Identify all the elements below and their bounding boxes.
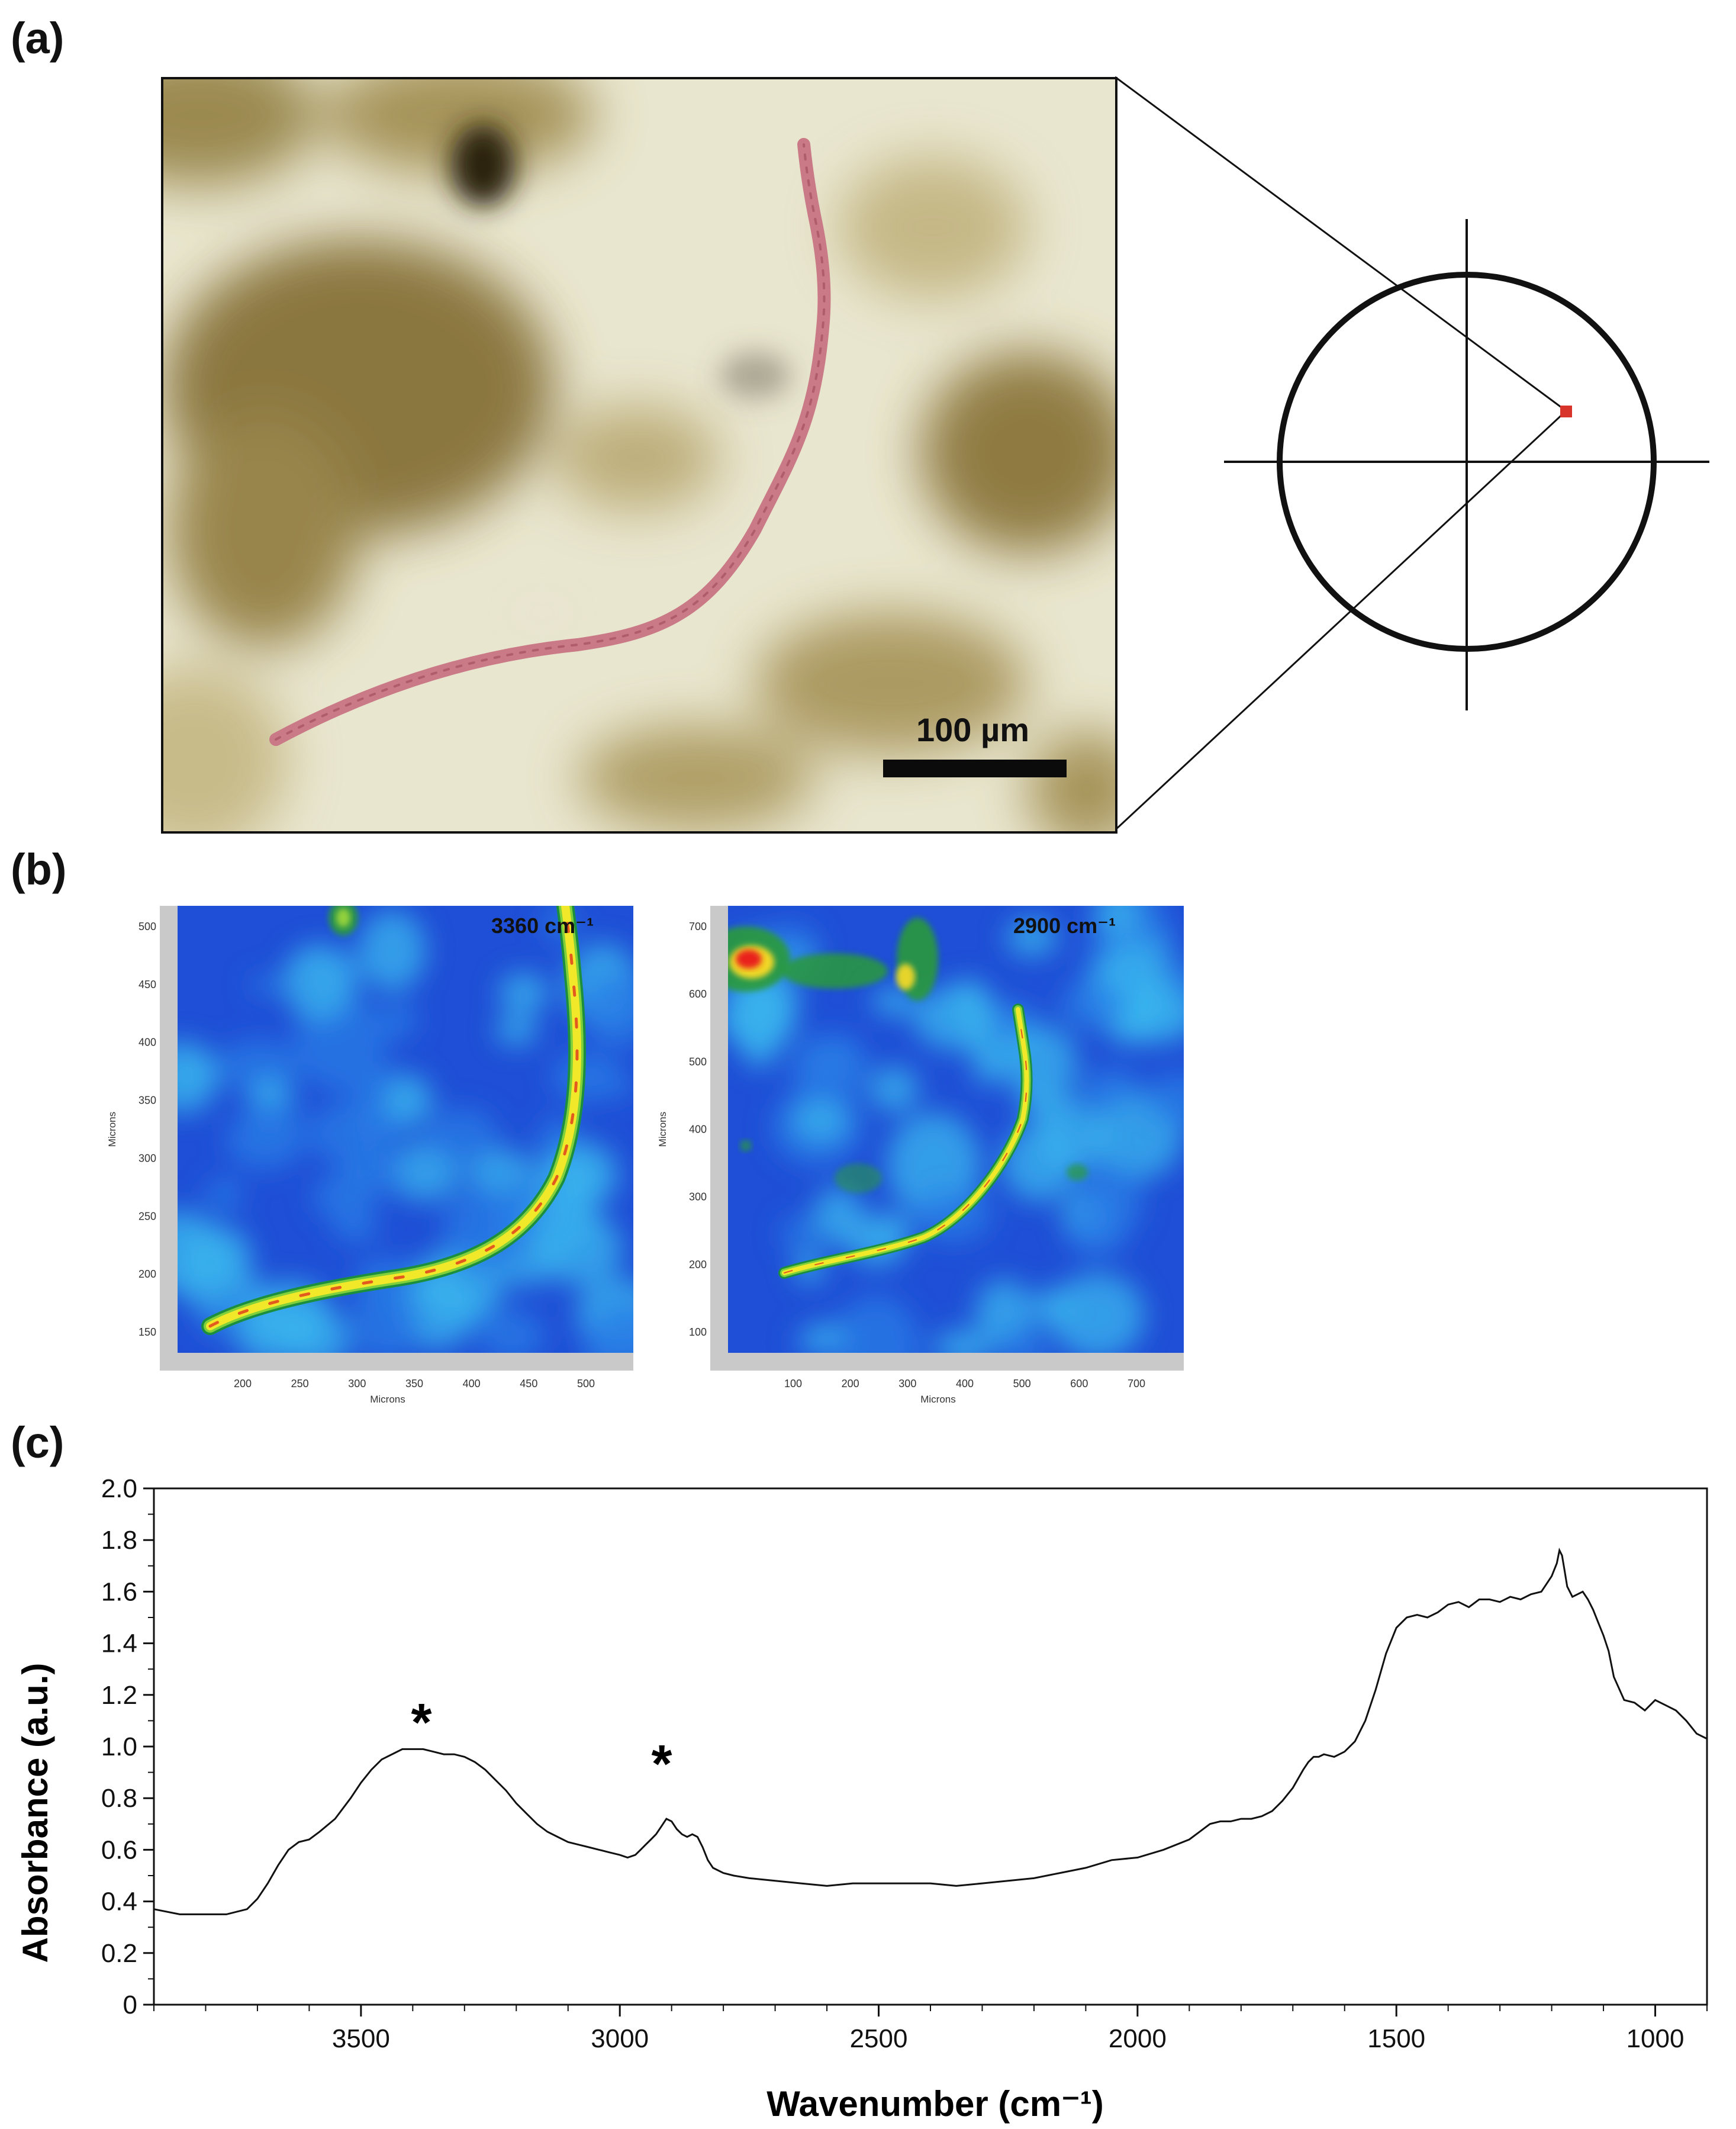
map-x-tick: 700 — [1128, 1378, 1145, 1390]
peak-marker: * — [411, 1693, 431, 1752]
zoom-line-bottom — [1115, 410, 1567, 829]
panel-label-c: (c) — [11, 1418, 65, 1467]
map-x-tick: 500 — [1013, 1378, 1031, 1390]
zoom-callout — [1115, 76, 1709, 829]
map-y-tick: 450 — [139, 979, 156, 990]
map-x-tick: 300 — [898, 1378, 916, 1390]
peak-marker: * — [651, 1735, 672, 1794]
chemical-map-3360: 200 250 300 350 400 450 500 500 450 400 350 300 250 2… — [107, 894, 639, 1427]
map-x-axis-label: Microns — [920, 1394, 956, 1405]
x-tick-label: 3500 — [332, 2024, 390, 2053]
map-x-tick: 200 — [234, 1378, 252, 1390]
map-y-tick: 500 — [139, 921, 156, 932]
map-wavenumber-label: 2900 cm⁻¹ — [1013, 914, 1116, 938]
map-y-tick: 100 — [689, 1326, 707, 1338]
y-tick-label: 1.4 — [101, 1629, 137, 1658]
fiber-micrograph — [161, 77, 1117, 834]
map-y-tick: 600 — [689, 988, 707, 1000]
target-marker — [1560, 406, 1572, 417]
y-tick-label: 1.0 — [101, 1732, 137, 1761]
map-y-tick: 250 — [139, 1210, 156, 1222]
map-y-tick: 200 — [139, 1268, 156, 1280]
y-tick-label: 0.4 — [101, 1887, 137, 1916]
scale-bar-label: 100 µm — [916, 711, 1030, 748]
y-tick-label: 0.6 — [101, 1835, 137, 1864]
chemical-map-2900: 100 200 300 400 500 600 700 700 600 500 400 300 200 1… — [657, 894, 1190, 1427]
map-y-tick: 300 — [139, 1152, 156, 1164]
micrograph-image — [163, 79, 1115, 831]
ftir-spectrum-chart: 0 0.2 0.4 0.6 0.8 1.0 1.2 1.4 1.6 1.8 2.0 3500 3000 2… — [15, 1474, 1708, 2124]
map-y-tick: 500 — [689, 1056, 707, 1067]
x-tick-label: 2500 — [850, 2024, 908, 2053]
x-axis-label: Wavenumber (cm⁻¹) — [766, 2084, 1104, 2124]
zoom-line-top — [1115, 76, 1567, 412]
map-x-tick: 500 — [577, 1378, 595, 1390]
y-tick-label: 1.2 — [101, 1681, 137, 1710]
map-x-tick: 450 — [520, 1378, 537, 1390]
map-y-tick: 400 — [689, 1124, 707, 1136]
map-x-tick: 400 — [956, 1378, 974, 1390]
panel-label-a: (a) — [11, 14, 65, 63]
map-y-axis-label: Microns — [107, 1112, 118, 1147]
map-x-tick: 350 — [405, 1378, 423, 1390]
map-x-tick: 600 — [1070, 1378, 1088, 1390]
map-x-tick: 100 — [784, 1378, 802, 1390]
plot-frame — [153, 1487, 1708, 2006]
y-tick-label: 0.2 — [101, 1939, 137, 1968]
map-y-axis-label: Microns — [657, 1112, 668, 1147]
y-tick-label: 1.8 — [101, 1526, 137, 1555]
y-axis-label: Absorbance (a.u.) — [15, 1663, 55, 1963]
chemical-map-image: 100 200 300 400 500 600 700 700 600 500 400 300 200 1… — [657, 906, 1184, 1405]
x-tick-label: 1500 — [1367, 2024, 1425, 2053]
map-x-tick: 400 — [463, 1378, 481, 1390]
chemical-map-image: 200 250 300 350 400 450 500 500 450 400 350 300 250 2… — [107, 906, 633, 1405]
scale-bar — [883, 760, 1067, 777]
y-tick-label: 0 — [123, 1990, 137, 2019]
y-tick-label: 0.8 — [101, 1784, 137, 1813]
map-y-tick: 350 — [139, 1095, 156, 1107]
map-y-tick: 150 — [139, 1326, 156, 1338]
map-y-tick: 300 — [689, 1191, 707, 1203]
map-wavenumber-label: 3360 cm⁻¹ — [491, 914, 594, 938]
x-tick-label: 1000 — [1627, 2024, 1685, 2053]
spectrum-line — [153, 1548, 1708, 1915]
map-x-axis-label: Microns — [370, 1394, 405, 1405]
map-y-tick: 700 — [689, 921, 707, 932]
x-tick-label: 3000 — [591, 2024, 649, 2053]
x-tick-label: 2000 — [1109, 2024, 1167, 2053]
y-tick-label: 1.6 — [101, 1577, 137, 1606]
map-y-tick: 400 — [139, 1037, 156, 1049]
map-y-tick: 200 — [689, 1259, 707, 1271]
map-x-tick: 200 — [842, 1378, 859, 1390]
y-tick-label: 2.0 — [101, 1474, 137, 1503]
map-x-tick: 250 — [291, 1378, 309, 1390]
panel-label-b: (b) — [11, 845, 67, 894]
target-circle — [1277, 272, 1657, 652]
map-x-tick: 300 — [348, 1378, 366, 1390]
